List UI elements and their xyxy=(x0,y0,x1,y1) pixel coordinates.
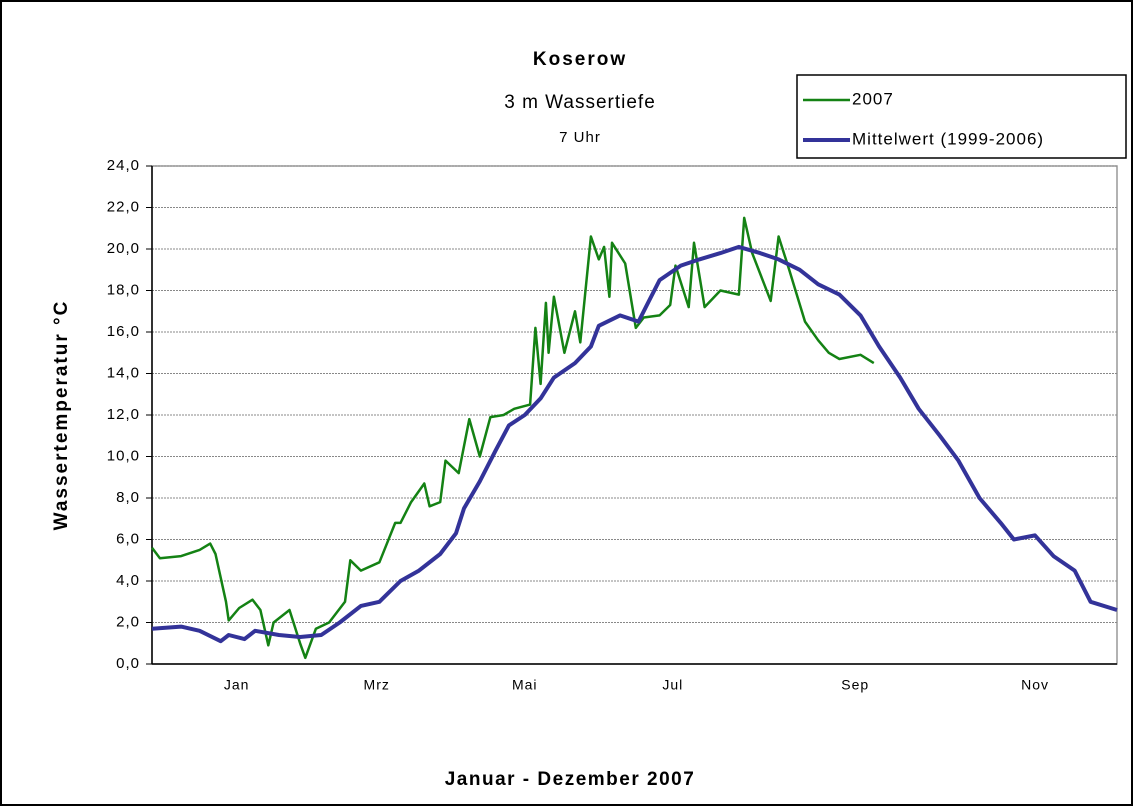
chart-title: Koserow xyxy=(533,49,627,70)
y-tick-label: 4,0 xyxy=(116,572,140,589)
y-tick-label: 10,0 xyxy=(107,447,140,464)
x-tick-label: Nov xyxy=(1021,677,1049,693)
legend-box xyxy=(796,74,1127,159)
y-tick-label: 12,0 xyxy=(107,406,140,423)
x-tick-label: Jul xyxy=(662,677,683,693)
y-tick-label: 22,0 xyxy=(107,198,140,215)
data-line xyxy=(151,216,875,660)
y-tick-label: 24,0 xyxy=(107,157,140,174)
y-axis-title: Wassertemperatur °C xyxy=(51,300,72,531)
y-tick-label: 16,0 xyxy=(107,323,140,340)
y-tick-label: 14,0 xyxy=(107,364,140,381)
x-tick-label: Mai xyxy=(512,677,538,693)
data-line xyxy=(151,244,1118,644)
y-tick-label: 20,0 xyxy=(107,240,140,257)
y-tick-label: 8,0 xyxy=(116,489,140,506)
y-tick-label: 6,0 xyxy=(116,530,140,547)
y-tick-label: 18,0 xyxy=(107,281,140,298)
y-tick-label: 0,0 xyxy=(116,655,140,672)
chart-subtitle: 3 m Wassertiefe xyxy=(504,92,656,113)
x-tick-label: Sep xyxy=(841,677,869,693)
x-tick-label: Mrz xyxy=(364,677,390,693)
legend-label: 2007 xyxy=(852,89,894,108)
x-tick-label: Jan xyxy=(224,677,250,693)
y-tick-label: 2,0 xyxy=(116,613,140,630)
chart-subtitle: 7 Uhr xyxy=(559,129,601,146)
legend-label: Mittelwert (1999-2006) xyxy=(852,129,1044,148)
x-axis-title: Januar - Dezember 2007 xyxy=(445,769,696,790)
